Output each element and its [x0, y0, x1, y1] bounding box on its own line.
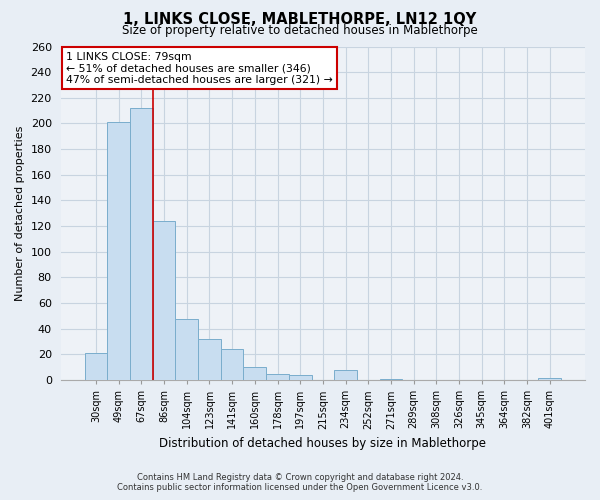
Bar [289, 375, 311, 380]
Bar [175, 318, 198, 380]
Bar [266, 374, 289, 380]
Text: 1 LINKS CLOSE: 79sqm
← 51% of detached houses are smaller (346)
47% of semi-deta: 1 LINKS CLOSE: 79sqm ← 51% of detached h… [66, 52, 333, 84]
Bar [153, 221, 175, 380]
Bar [107, 122, 130, 380]
Text: 1, LINKS CLOSE, MABLETHORPE, LN12 1QY: 1, LINKS CLOSE, MABLETHORPE, LN12 1QY [124, 12, 476, 28]
Bar [334, 370, 357, 380]
Y-axis label: Number of detached properties: Number of detached properties [15, 126, 25, 301]
X-axis label: Distribution of detached houses by size in Mablethorpe: Distribution of detached houses by size … [160, 437, 487, 450]
Text: Contains HM Land Registry data © Crown copyright and database right 2024.
Contai: Contains HM Land Registry data © Crown c… [118, 473, 482, 492]
Bar [538, 378, 561, 380]
Bar [221, 350, 244, 380]
Bar [380, 379, 403, 380]
Bar [130, 108, 153, 380]
Bar [244, 368, 266, 380]
Bar [198, 339, 221, 380]
Text: Size of property relative to detached houses in Mablethorpe: Size of property relative to detached ho… [122, 24, 478, 37]
Bar [85, 353, 107, 380]
